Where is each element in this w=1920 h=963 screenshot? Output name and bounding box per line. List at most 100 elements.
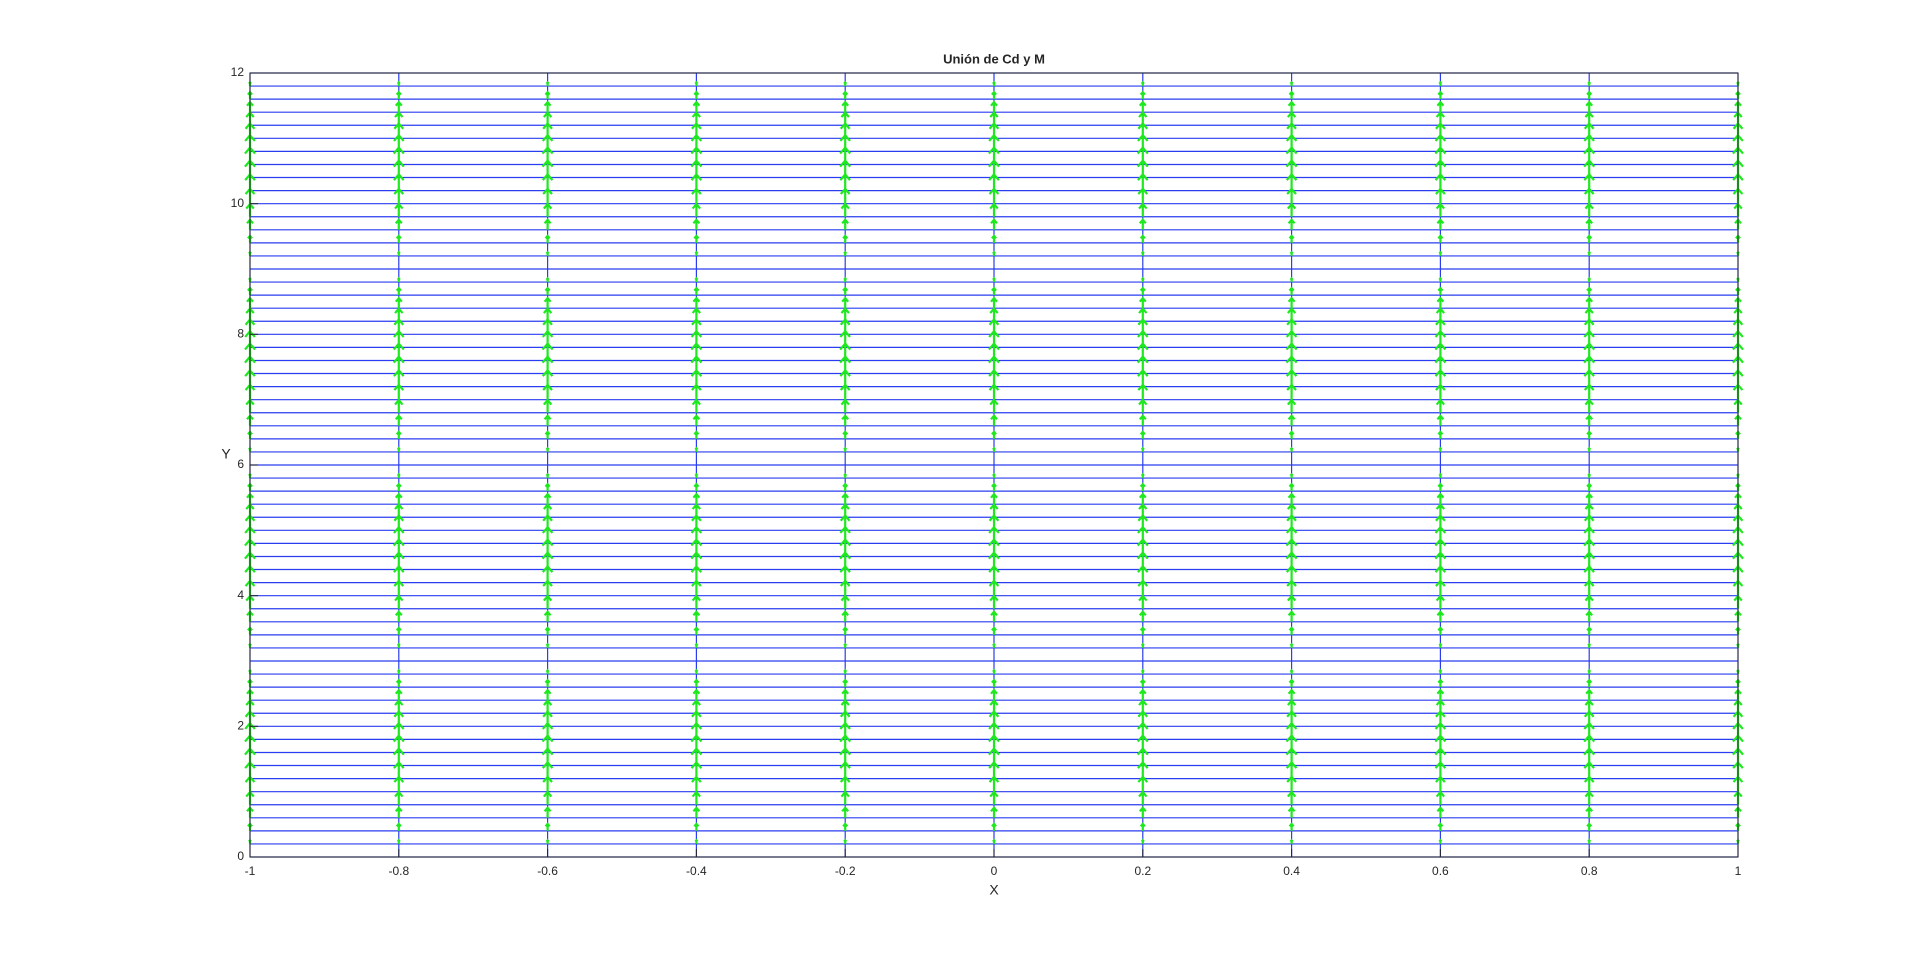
arrow xyxy=(1583,513,1595,531)
arrow xyxy=(992,472,996,479)
arrow xyxy=(991,286,997,296)
arrow xyxy=(988,317,1000,335)
arrow xyxy=(1438,80,1443,87)
arrow xyxy=(1435,202,1446,217)
arrow xyxy=(1140,668,1145,675)
arrow xyxy=(1586,430,1593,439)
arrow xyxy=(393,187,405,204)
arrow xyxy=(1137,775,1149,792)
arrow xyxy=(843,250,848,256)
arrow xyxy=(393,383,405,400)
arrow xyxy=(1288,430,1295,439)
arrow xyxy=(843,80,848,87)
arrow xyxy=(1584,503,1594,518)
arrow xyxy=(1584,307,1594,322)
arrow xyxy=(990,610,998,622)
arrow xyxy=(841,610,850,622)
arrow xyxy=(843,472,848,479)
arrow xyxy=(1137,579,1149,596)
arrow xyxy=(1436,100,1445,113)
arrow xyxy=(1138,790,1148,805)
arrow xyxy=(394,610,403,622)
arrow xyxy=(839,187,851,204)
arrow xyxy=(1286,307,1297,322)
arrow xyxy=(394,307,404,322)
arrow xyxy=(1438,838,1443,844)
arrow xyxy=(842,430,849,439)
arrow xyxy=(1138,610,1147,622)
arrow xyxy=(843,276,848,283)
y-tick-label: 12 xyxy=(231,65,245,79)
arrow xyxy=(394,100,403,113)
arrow xyxy=(1435,790,1446,805)
arrow xyxy=(393,709,405,727)
arrow xyxy=(1287,218,1296,230)
arrow xyxy=(542,307,553,322)
arrow xyxy=(1289,446,1294,452)
arrow xyxy=(394,414,403,426)
arrow xyxy=(393,317,405,335)
arrow xyxy=(545,668,550,675)
arrow xyxy=(1286,775,1297,792)
arrow xyxy=(1137,317,1149,335)
arrow xyxy=(1587,80,1592,87)
arrow xyxy=(395,822,402,831)
arrow xyxy=(989,790,999,805)
arrow xyxy=(1435,775,1446,792)
arrow xyxy=(1585,688,1594,701)
arrow xyxy=(841,492,850,505)
arrow xyxy=(992,250,996,256)
arrow xyxy=(1587,668,1592,675)
arrow xyxy=(1287,492,1296,505)
arrow xyxy=(1286,317,1297,335)
arrow xyxy=(544,482,551,492)
arrow xyxy=(394,398,404,413)
arrow xyxy=(1140,446,1145,452)
arrow xyxy=(543,218,552,230)
arrow xyxy=(988,513,1000,531)
arrow xyxy=(992,80,996,87)
arrow xyxy=(1585,296,1594,309)
arrow xyxy=(989,594,999,609)
arrow xyxy=(542,709,553,727)
arrow xyxy=(1436,492,1445,505)
arrow xyxy=(395,626,402,635)
arrow xyxy=(1137,383,1149,400)
arrow xyxy=(1585,806,1594,818)
x-tick-label: -0.6 xyxy=(537,864,558,878)
arrow xyxy=(1286,579,1297,596)
arrow xyxy=(545,80,550,87)
y-tick-label: 6 xyxy=(237,457,244,471)
arrow xyxy=(1437,678,1444,688)
arrow xyxy=(1137,187,1149,204)
arrow xyxy=(1587,276,1592,283)
arrow xyxy=(1587,642,1592,648)
arrow xyxy=(694,642,699,648)
arrow xyxy=(542,383,553,400)
x-tick-label: -1 xyxy=(245,864,256,878)
arrow xyxy=(1138,594,1148,609)
arrow xyxy=(989,111,999,126)
arrow xyxy=(692,492,701,505)
arrow xyxy=(692,100,701,113)
arrow xyxy=(543,806,552,818)
arrow xyxy=(1288,482,1295,492)
arrow xyxy=(1138,100,1147,113)
arrow xyxy=(394,503,404,518)
arrow xyxy=(542,121,553,139)
arrow xyxy=(1436,414,1445,426)
arrow xyxy=(542,503,553,518)
arrow xyxy=(1138,218,1147,230)
arrow xyxy=(1435,709,1446,727)
arrow xyxy=(394,594,404,609)
arrow xyxy=(989,307,999,322)
arrow xyxy=(840,111,850,126)
arrow xyxy=(1139,286,1146,296)
arrow xyxy=(1287,296,1296,309)
arrow xyxy=(693,626,700,635)
arrow xyxy=(1435,699,1446,714)
arrow xyxy=(693,678,700,688)
arrow xyxy=(693,90,700,100)
arrow xyxy=(394,218,403,230)
arrow xyxy=(1586,482,1593,492)
